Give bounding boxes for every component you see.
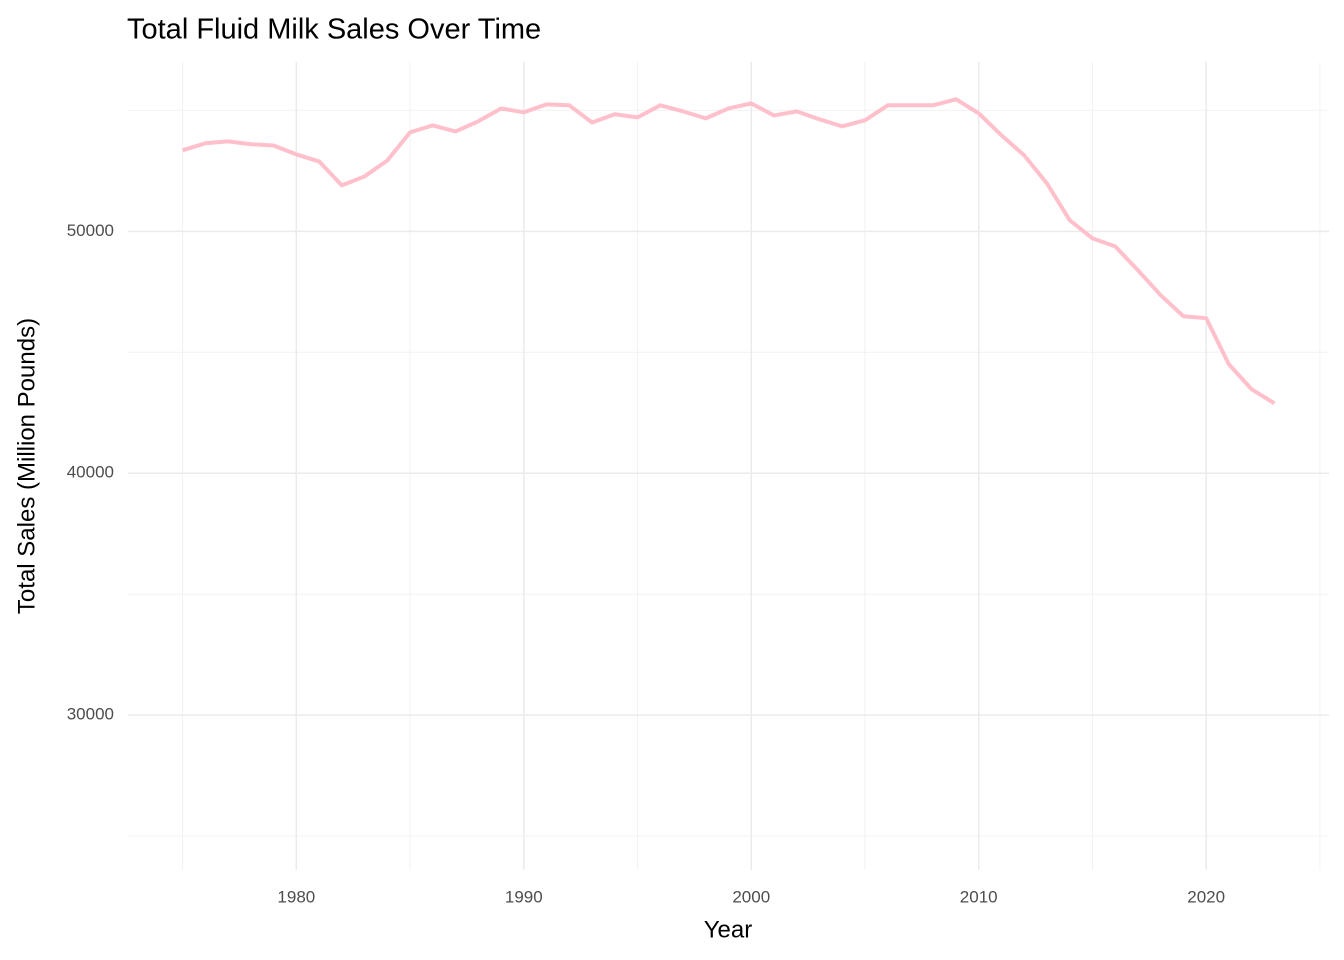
x-tick-label: 1980 (277, 887, 315, 906)
y-tick-label: 50000 (67, 221, 114, 240)
x-tick-label: 2010 (960, 887, 998, 906)
x-axis-title: Year (704, 916, 753, 943)
y-tick-label: 40000 (67, 463, 114, 482)
line (182, 97, 1276, 406)
y-axis-title: Total Sales (Million Pounds) (13, 318, 40, 614)
x-tick-label: 1990 (505, 887, 543, 906)
y-tick-label: 30000 (67, 705, 114, 724)
chart-title: Total Fluid Milk Sales Over Time (127, 14, 541, 46)
x-tick-label: 2020 (1187, 887, 1225, 906)
x-tick-label: 2000 (732, 887, 770, 906)
